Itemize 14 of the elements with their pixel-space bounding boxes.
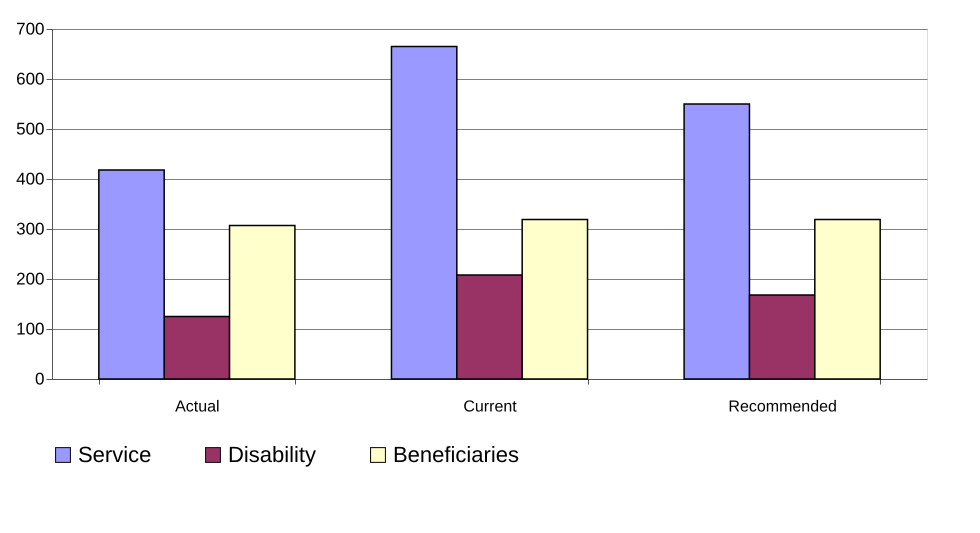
y-tick-label: 100 [16, 320, 44, 338]
y-tick-label: 0 [35, 370, 44, 388]
y-tick-label: 300 [16, 220, 44, 238]
y-tick-label: 500 [16, 120, 44, 138]
y-tick-label: 400 [16, 170, 44, 188]
y-tick-label: 600 [16, 70, 44, 88]
legend-label: Disability [228, 442, 316, 467]
legend-label: Service [78, 442, 152, 467]
y-tick-label: 200 [16, 270, 44, 288]
x-tick-label: Actual [175, 398, 220, 416]
y-tick-label: 700 [16, 20, 44, 38]
legend-label: Beneficiaries [393, 442, 519, 467]
x-tick-label: Recommended [728, 398, 837, 416]
x-tick-label: Current [463, 398, 518, 416]
